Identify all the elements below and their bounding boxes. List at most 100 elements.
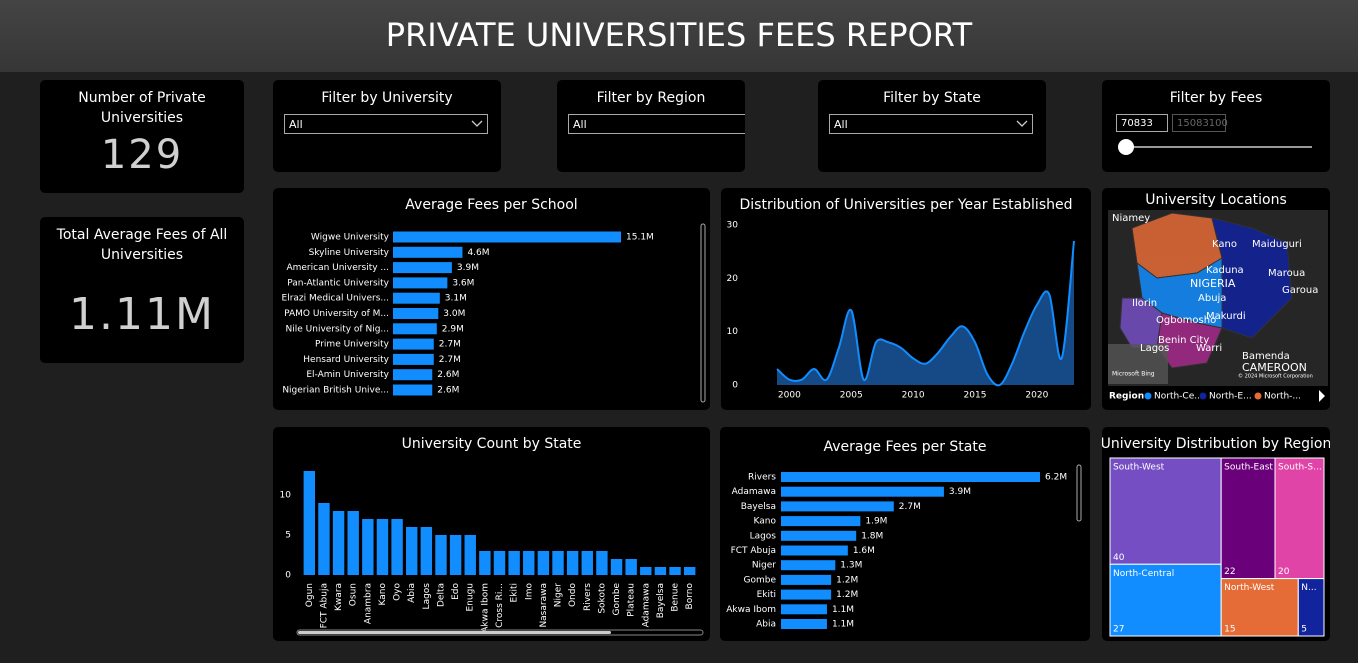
bar [669,567,681,575]
x-tick-label: Ondo [568,583,578,608]
x-tick-label: Oyo [393,583,403,601]
category-label: Ekiti [757,590,776,600]
x-tick-label: Ogun [305,583,315,607]
bar [393,338,434,350]
chart-title: University Distribution by Region [1102,436,1330,452]
bar [781,574,832,585]
header-title: PRIVATE UNIVERSITIES FEES REPORT [0,0,1358,72]
cell-value: 27 [1113,625,1124,635]
x-tick-label: Edo [451,583,461,600]
scrollbar [1076,464,1082,522]
bar [508,551,520,575]
bar [393,262,452,274]
place-label: Ilorin [1132,298,1157,309]
value-label: 2.9M [442,324,464,334]
category-label: Wigwe University [311,233,390,243]
treemap-cell [1220,578,1299,637]
category-label: Niger [752,561,776,571]
slider[interactable] [1102,80,1330,172]
cell-value: 5 [1301,625,1307,635]
bar [393,277,448,289]
category-label: Lagos [750,531,777,541]
bar [610,559,623,575]
kpi-label: Number of Private Universities [78,90,206,126]
legend-title: Region [1109,392,1144,402]
category-label: Gombe [744,575,777,585]
map-copyright: © 2024 Microsoft Corporation [1238,373,1313,380]
x-tick-label: 2000 [778,391,801,401]
chart-panel: Distribution of Universities per Year Es… [721,188,1091,410]
area [777,241,1074,386]
value-label: 3.0M [443,309,465,319]
value-label: 2.6M [437,370,459,380]
fee-max[interactable]: 15083100 [1172,114,1228,132]
value-label: 2.7M [899,502,921,512]
place-label: Makurdi [1206,311,1246,322]
chart: Average Fees per School Wigwe University 1… [282,197,706,403]
dropdown-value: All [573,118,587,131]
cell-value: 15 [1224,625,1235,635]
category-label: Abia [756,620,776,630]
place-label: Warri [1196,343,1222,354]
y-tick-label: 5 [285,531,291,541]
bar [393,369,433,381]
cell-label: South-West [1113,463,1165,473]
bar [449,535,462,575]
value-label: 1.3M [840,561,862,571]
x-tick-label: Cross Ri... [495,583,505,628]
dropdown[interactable]: All [284,114,488,134]
bar [479,551,491,575]
chart-title: University Count by State [402,436,582,452]
value-label: 3.6M [452,278,474,288]
x-tick-label: Adamawa [641,583,651,627]
bar [347,511,359,575]
scrollbar [700,223,706,403]
category-label: Skyline University [309,248,390,258]
bar [362,519,374,575]
category-label: El-Amin University [306,370,389,380]
category-label: American University ... [286,263,389,273]
y-tick-label: 20 [727,274,739,284]
value-label: 4.6M [467,248,489,258]
x-tick-label: Sokoto [597,583,607,614]
value-label: 6.2M [1045,473,1067,483]
dropdown[interactable]: All [829,114,1033,134]
value-label: 3.1M [445,294,467,304]
bar [420,527,433,575]
fee-min[interactable]: 70833 [1116,114,1168,132]
chart: University Distribution by Region South-W… [1102,436,1330,637]
chart-title: Average Fees per School [405,197,577,213]
dropdown[interactable]: All [568,114,745,134]
filter-card: Filter by University All [273,80,501,172]
y-tick-label: 10 [280,491,292,501]
y-tick-label: 30 [727,221,739,231]
x-tick-label: Benue [671,583,681,612]
kpi-value: 1.11M [69,289,215,340]
place-label: Niamey [1112,213,1150,224]
chart: Distribution of Universities per Year Es… [727,197,1075,401]
chart-panel: Average Fees per State Rivers 6.2M Adamawa 3… [720,427,1090,641]
x-tick-label: 2015 [964,391,987,401]
category-label: Rivers [748,473,776,483]
bar [332,511,345,575]
filter-label: Filter by Region [596,90,706,106]
value-label: 2.7M [439,340,461,350]
x-tick-label: 2010 [902,391,925,401]
place-label: Kano [1212,239,1237,250]
bar [781,589,832,600]
value-label: 1.2M [836,590,858,600]
x-tick-label: Anambra [363,583,373,624]
x-tick-label: Niger [554,583,564,607]
x-tick-label: Imo [524,583,534,600]
treemap-cell [1297,578,1325,637]
bar [435,535,447,575]
cell-label: N... [1301,583,1316,593]
bar [318,503,330,575]
legend-label: North-... [1264,392,1301,402]
x-tick-label: Rivers [583,583,593,611]
cell-label: North-West [1224,583,1275,593]
legend-label: North-Ce... [1154,392,1203,402]
bar [376,519,389,575]
cell-label: North-Central [1113,569,1174,579]
